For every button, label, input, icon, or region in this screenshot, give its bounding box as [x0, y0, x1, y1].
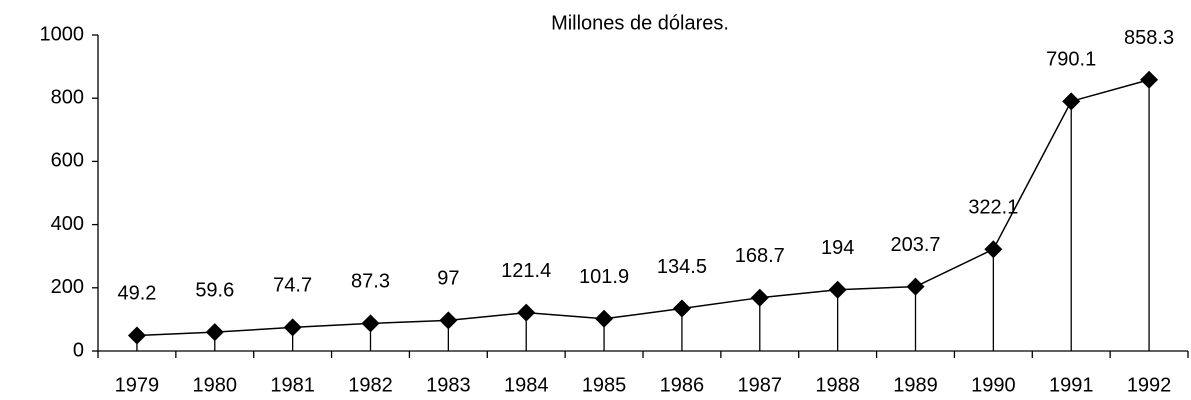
data-label: 121.4 — [501, 260, 551, 282]
x-tick-label: 1980 — [193, 374, 238, 396]
x-tick-label: 1989 — [893, 374, 938, 396]
data-label: 858.3 — [1124, 27, 1174, 49]
chart-title: Millones de dólares. — [551, 12, 729, 34]
y-tick-label: 200 — [51, 276, 84, 298]
marker — [1140, 70, 1159, 89]
marker — [439, 311, 458, 330]
data-label: 74.7 — [273, 275, 312, 297]
x-tick-label: 1985 — [582, 374, 627, 396]
data-label: 87.3 — [351, 271, 390, 293]
marker — [984, 240, 1003, 259]
data-label: 97 — [437, 268, 459, 290]
x-tick-label: 1991 — [1049, 374, 1094, 396]
y-tick-label: 0 — [73, 339, 84, 361]
data-label: 322.1 — [968, 196, 1018, 218]
series-line — [136, 79, 1150, 337]
marker — [283, 318, 302, 337]
marker — [205, 323, 224, 342]
x-tick-label: 1987 — [738, 374, 783, 396]
y-tick-label: 400 — [51, 213, 84, 235]
x-tick-label: 1990 — [971, 374, 1016, 396]
x-tick-label: 1988 — [815, 374, 860, 396]
x-tick-label: 1982 — [348, 374, 393, 396]
data-label: 49.2 — [117, 283, 156, 305]
marker — [828, 280, 847, 299]
x-tick-label: 1981 — [270, 374, 315, 396]
marker — [672, 299, 691, 318]
marker — [595, 309, 614, 328]
marker — [906, 277, 925, 296]
marker — [1062, 92, 1081, 111]
marker — [361, 314, 380, 333]
y-tick-label: 800 — [51, 86, 84, 108]
marker — [750, 288, 769, 307]
data-label: 790.1 — [1046, 49, 1096, 71]
x-tick-label: 1979 — [115, 374, 160, 396]
x-tick-label: 1986 — [660, 374, 705, 396]
data-label: 134.5 — [657, 256, 707, 278]
data-label: 194 — [821, 237, 854, 259]
y-tick-label: 600 — [51, 150, 84, 172]
x-tick-label: 1983 — [426, 374, 471, 396]
data-label: 101.9 — [579, 266, 629, 288]
x-tick-label: 1992 — [1127, 374, 1172, 396]
marker — [517, 303, 536, 322]
data-label: 168.7 — [735, 245, 785, 267]
marker — [127, 326, 146, 345]
y-tick-label: 1000 — [40, 23, 85, 45]
data-label: 59.6 — [195, 279, 234, 301]
x-tick-label: 1984 — [504, 374, 549, 396]
data-label: 203.7 — [890, 234, 940, 256]
